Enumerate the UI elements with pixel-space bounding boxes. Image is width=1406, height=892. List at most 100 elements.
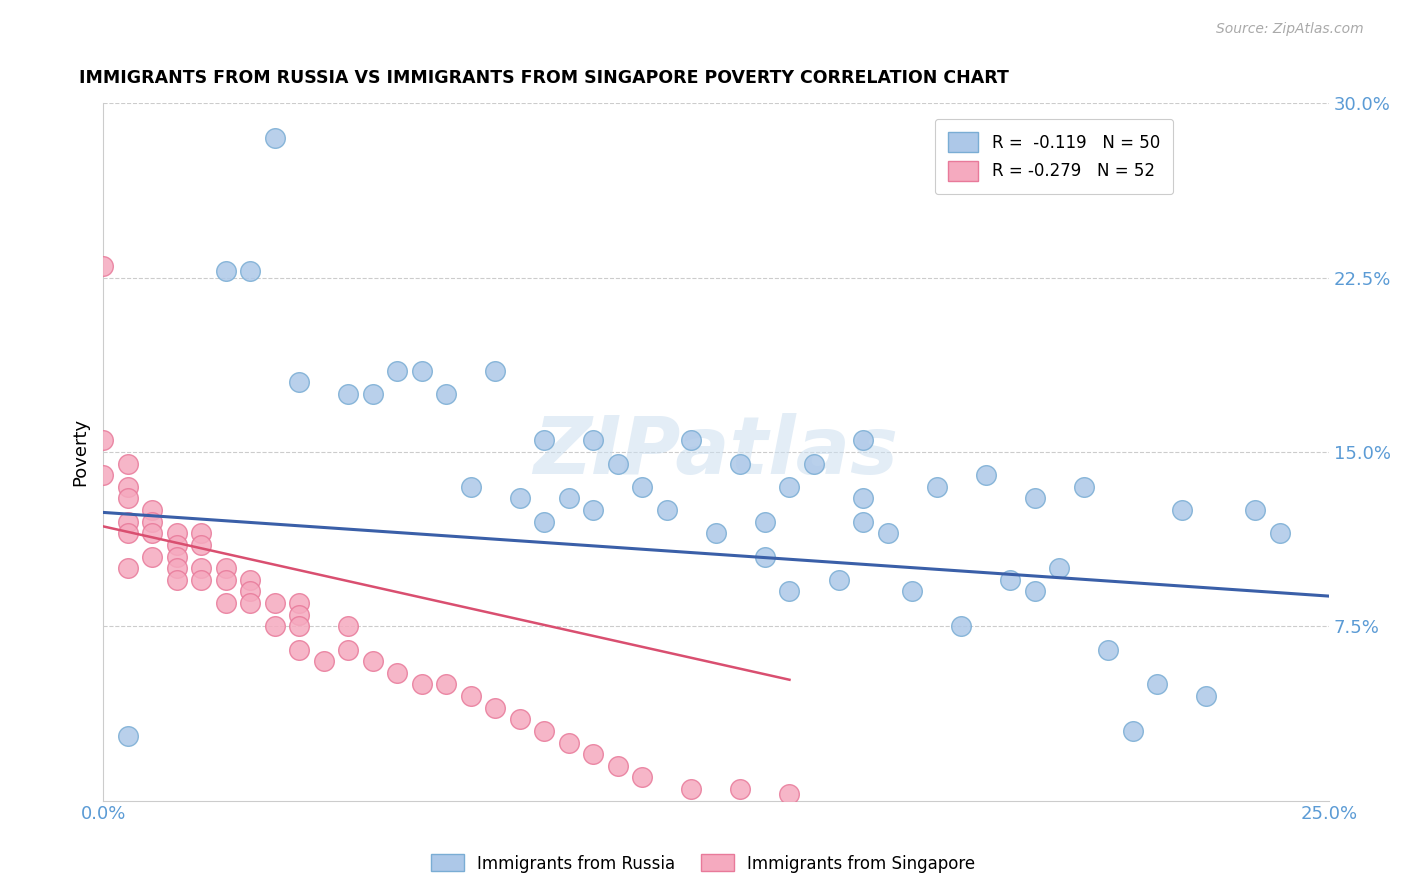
Point [239, 584, 262, 599]
Point [558, 491, 581, 506]
Point [166, 526, 188, 541]
Point [974, 468, 997, 483]
Point [166, 538, 188, 552]
Point [998, 573, 1021, 587]
Point [288, 642, 311, 657]
Point [239, 263, 262, 277]
Point [190, 526, 212, 541]
Point [288, 376, 311, 390]
Point [1073, 480, 1095, 494]
Point [925, 480, 948, 494]
Point [1097, 642, 1119, 657]
Point [288, 619, 311, 633]
Point [434, 677, 457, 691]
Point [361, 387, 384, 401]
Point [91, 434, 114, 448]
Point [117, 515, 139, 529]
Point [411, 677, 433, 691]
Point [901, 584, 924, 599]
Point [141, 549, 163, 564]
Point [631, 480, 654, 494]
Point [533, 723, 555, 738]
Point [215, 263, 238, 277]
Point [117, 526, 139, 541]
Point [852, 515, 875, 529]
Point [779, 584, 801, 599]
Point [509, 712, 531, 726]
Point [190, 573, 212, 587]
Point [288, 596, 311, 610]
Point [312, 654, 335, 668]
Point [655, 503, 678, 517]
Point [117, 491, 139, 506]
Point [852, 491, 875, 506]
Point [484, 364, 506, 378]
Point [1170, 503, 1192, 517]
Point [950, 619, 973, 633]
Point [606, 457, 628, 471]
Point [263, 619, 285, 633]
Point [239, 596, 262, 610]
Point [582, 747, 605, 761]
Point [288, 607, 311, 622]
Point [361, 654, 384, 668]
Point [215, 596, 238, 610]
Point [827, 573, 849, 587]
Point [337, 387, 360, 401]
Point [91, 468, 114, 483]
Point [141, 503, 163, 517]
Point [215, 561, 238, 575]
Point [704, 526, 727, 541]
Point [533, 434, 555, 448]
Point [337, 619, 360, 633]
Text: IMMIGRANTS FROM RUSSIA VS IMMIGRANTS FROM SINGAPORE POVERTY CORRELATION CHART: IMMIGRANTS FROM RUSSIA VS IMMIGRANTS FRO… [79, 69, 1008, 87]
Point [91, 259, 114, 273]
Point [387, 364, 409, 378]
Point [190, 561, 212, 575]
Point [239, 573, 262, 587]
Point [803, 457, 825, 471]
Point [166, 549, 188, 564]
Point [263, 131, 285, 145]
Point [1244, 503, 1267, 517]
Point [730, 457, 752, 471]
Point [754, 515, 776, 529]
Point [1024, 584, 1046, 599]
Point [411, 364, 433, 378]
Point [141, 526, 163, 541]
Point [1122, 723, 1144, 738]
Point [582, 434, 605, 448]
Point [509, 491, 531, 506]
Legend: R =  -0.119   N = 50, R = -0.279   N = 52: R = -0.119 N = 50, R = -0.279 N = 52 [935, 119, 1174, 194]
Point [166, 573, 188, 587]
Point [779, 787, 801, 801]
Point [852, 434, 875, 448]
Point [754, 549, 776, 564]
Point [582, 503, 605, 517]
Point [117, 561, 139, 575]
Point [876, 526, 898, 541]
Point [141, 515, 163, 529]
Legend: Immigrants from Russia, Immigrants from Singapore: Immigrants from Russia, Immigrants from … [425, 847, 981, 880]
Text: Source: ZipAtlas.com: Source: ZipAtlas.com [1216, 22, 1364, 37]
Text: ZIPatlas: ZIPatlas [533, 413, 898, 491]
Point [1195, 689, 1218, 703]
Point [1024, 491, 1046, 506]
Point [533, 515, 555, 529]
Point [263, 596, 285, 610]
Point [215, 573, 238, 587]
Point [1146, 677, 1168, 691]
Point [631, 770, 654, 784]
Point [117, 729, 139, 743]
Point [779, 480, 801, 494]
Point [681, 434, 703, 448]
Y-axis label: Poverty: Poverty [72, 418, 89, 486]
Point [484, 700, 506, 714]
Point [730, 782, 752, 797]
Point [558, 735, 581, 749]
Point [681, 782, 703, 797]
Point [190, 538, 212, 552]
Point [117, 457, 139, 471]
Point [1268, 526, 1291, 541]
Point [337, 642, 360, 657]
